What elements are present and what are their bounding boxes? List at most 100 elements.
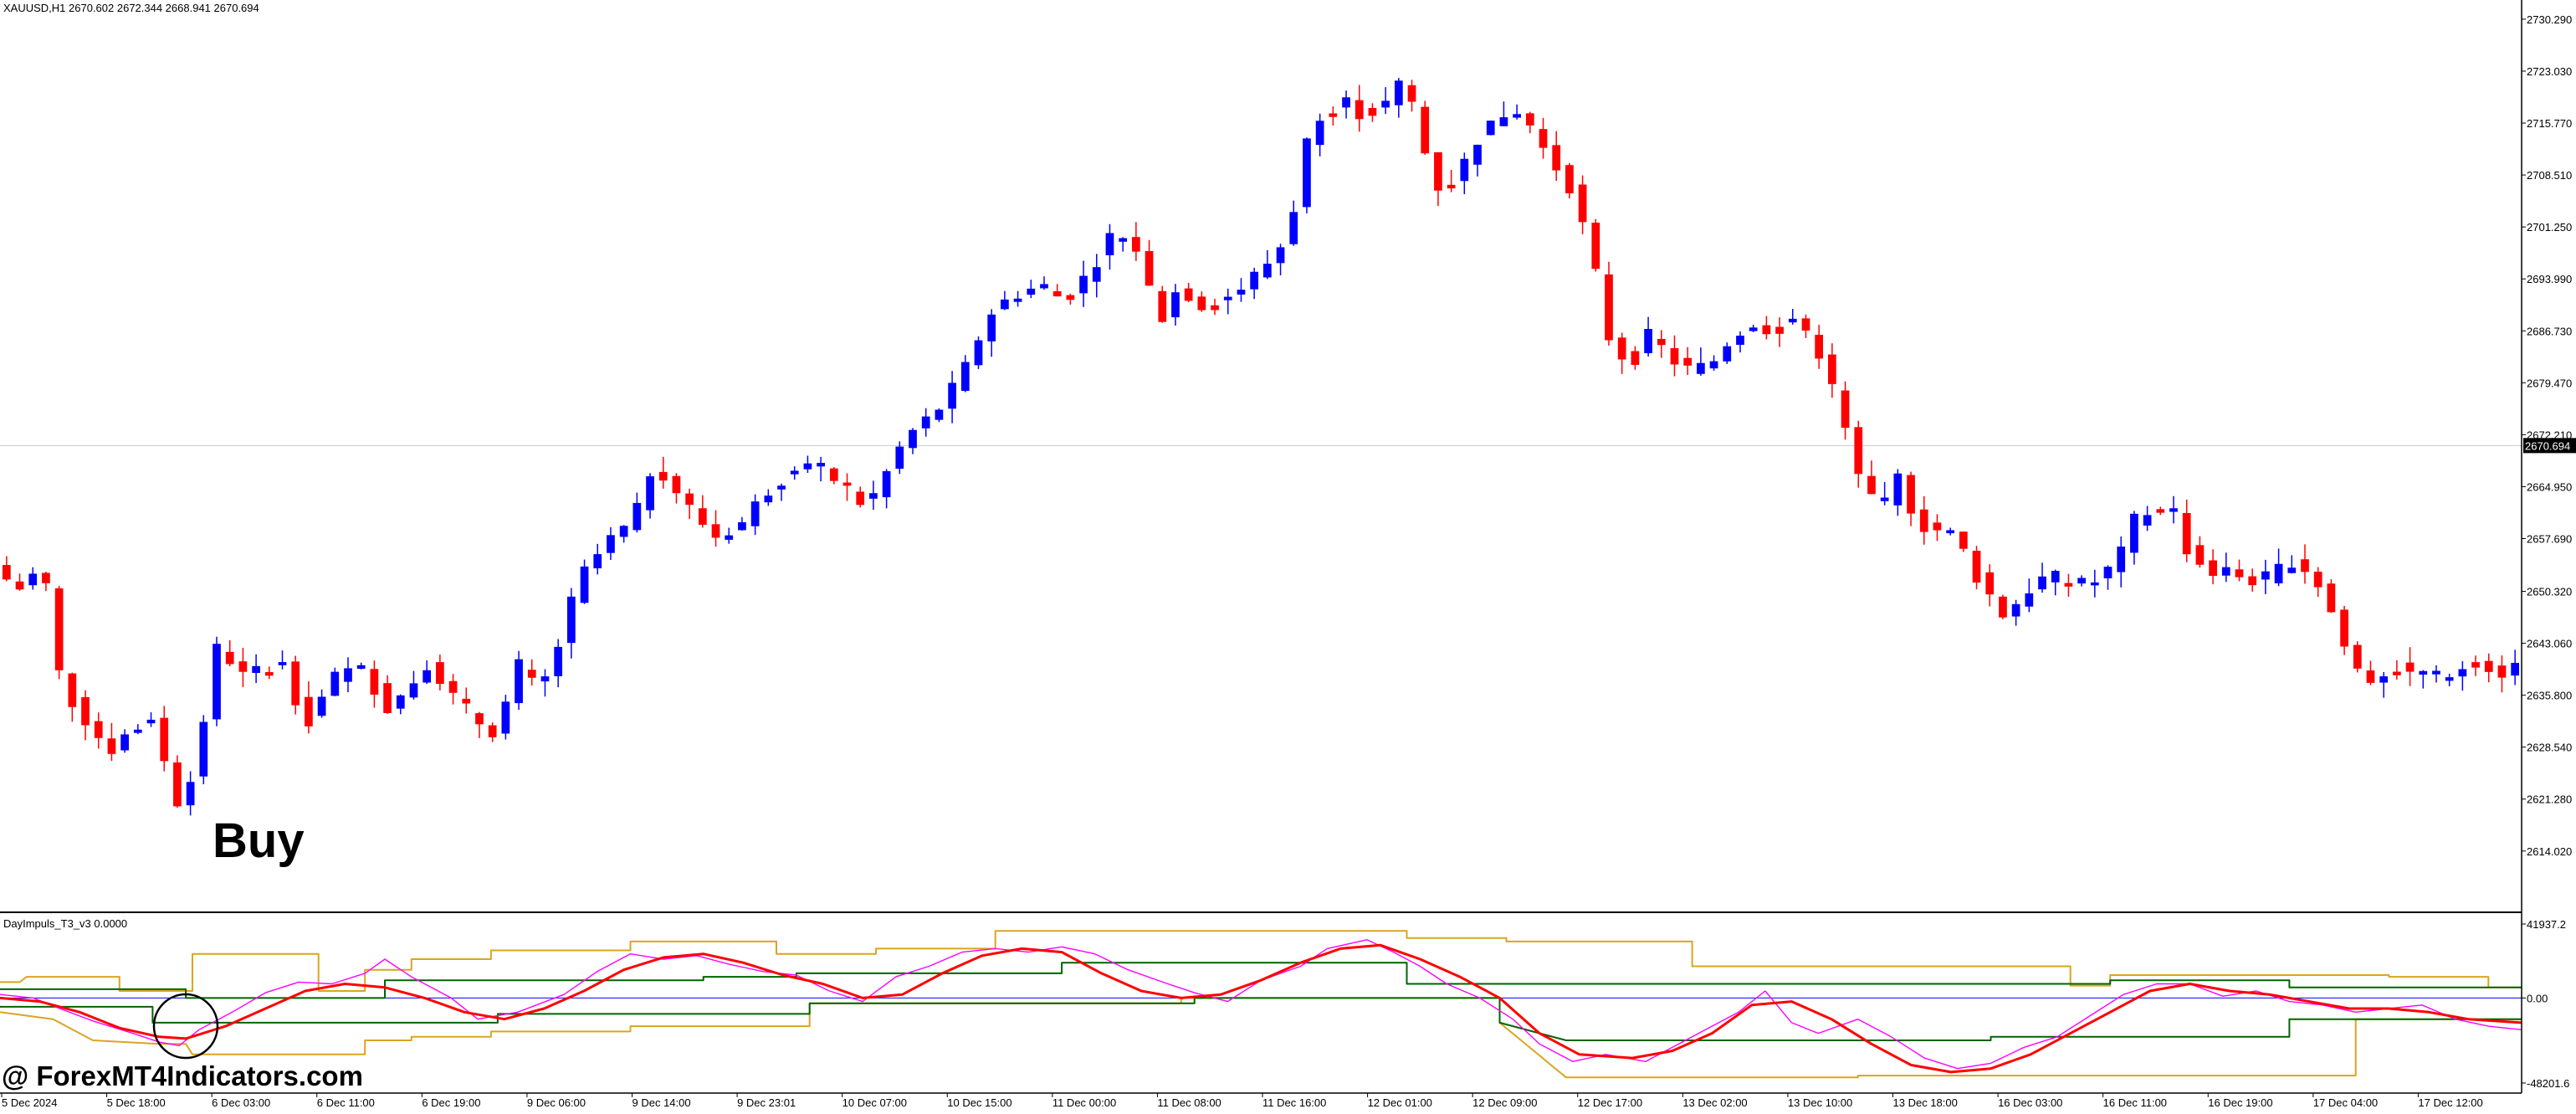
candle-body [2287,567,2297,573]
candle [264,666,274,680]
candle [909,428,917,454]
time-tick-label: 12 Dec 17:00 [1578,1096,1642,1109]
candle [1473,144,1482,177]
candle-body [1013,298,1022,302]
candle [2130,511,2138,565]
candle [1999,594,2007,619]
time-tick-label: 10 Dec 07:00 [842,1096,907,1109]
time-tick-label: 17 Dec 12:00 [2418,1096,2482,1109]
candle [94,712,103,749]
candle [2393,660,2401,680]
candle-body [619,526,628,537]
candle-body [160,717,169,762]
current-price-badge [2523,438,2576,454]
candle-body [1171,292,1180,318]
candle-body [370,669,379,695]
time-tick-label: 10 Dec 15:00 [947,1096,1011,1109]
candle-body [1184,288,1193,301]
candle-body [1999,596,2007,618]
candle [501,695,510,740]
candle [1184,282,1193,302]
candle-body [1815,335,1824,359]
candle-body [1329,113,1338,117]
time-axis[interactable]: 5 Dec 2024 5 Dec 18:00 6 Dec 03:00 6 Dec 11… [1,1093,2483,1109]
price-pane[interactable]: 2730.290 2723.030 2715.770 2708.510 2701.250… [0,13,2576,858]
candle-body [120,734,129,751]
candle [475,711,484,738]
candle [987,309,996,357]
candle [1605,261,1613,346]
candle [566,588,576,659]
candle [2182,499,2191,562]
candle-body [698,508,707,525]
candle [1132,222,1140,261]
candle-body [42,572,50,583]
candle-body [1066,295,1075,300]
candle [120,729,129,753]
candle [750,494,760,536]
candle [646,473,654,519]
candle [1355,85,1364,132]
candle-body [2274,563,2283,583]
candle [2221,552,2230,583]
candle [2117,536,2126,588]
candle-body [1801,318,1810,331]
price-tick-label: 2701.250 [2527,221,2572,234]
price-tick-label: 2708.510 [2527,169,2572,182]
candle-body [133,729,142,733]
price-axis[interactable]: 2730.290 2723.030 2715.770 2708.510 2701.250… [2522,13,2572,858]
candle-body [2103,567,2113,578]
candle [1697,347,1705,376]
time-tick-label: 9 Dec 06:00 [527,1096,586,1109]
candle-body [1355,100,1364,120]
candle-body [462,698,471,704]
candle [1342,90,1350,119]
candle [1079,260,1088,307]
candle [1013,290,1022,307]
indicator-axis[interactable]: 41937.2 0.00 -48201.6 [2522,918,2569,1090]
candle-body [173,762,182,807]
candle-body [1880,497,1889,501]
candle-body [448,680,458,693]
candle-body [672,475,681,494]
candle [632,492,642,533]
candle [1933,514,1942,542]
candle-body [1250,271,1259,290]
candle [1262,249,1272,280]
candle [1158,285,1167,323]
candle-body [1460,158,1469,182]
candle [738,516,746,531]
candle-body [566,596,576,644]
candle [1709,355,1718,371]
candle [2366,660,2375,685]
candle-body [2209,560,2217,577]
candle [2143,506,2152,531]
candle-body [2458,669,2467,677]
candle-body [895,446,904,469]
watermark: @ ForexMT4Indicators.com [2,1060,363,1091]
candle-body [2261,571,2270,580]
candle-body [817,463,825,467]
time-tick-label: 16 Dec 11:00 [2103,1096,2167,1109]
candle [1775,317,1784,347]
candle-body [2340,609,2348,647]
candle [278,650,287,670]
candle [1303,137,1311,213]
candle [2274,548,2283,587]
candle-body [2379,676,2389,683]
candle-body [1605,274,1613,341]
candle [317,689,326,718]
indicator-pane[interactable]: DayImpuls_T3_v3 0.0000 41937.2 0.00 -48201… [0,917,2569,1090]
candle-body [2432,670,2440,675]
candle-body [1434,151,1442,191]
candle-body [515,659,523,704]
candle [711,510,720,547]
candle [1683,347,1693,375]
candle-body [1657,338,1666,346]
time-tick-label: 13 Dec 18:00 [1893,1096,1958,1109]
candle-body [1578,184,1587,223]
candle-body [213,644,221,720]
candle [1736,331,1744,353]
